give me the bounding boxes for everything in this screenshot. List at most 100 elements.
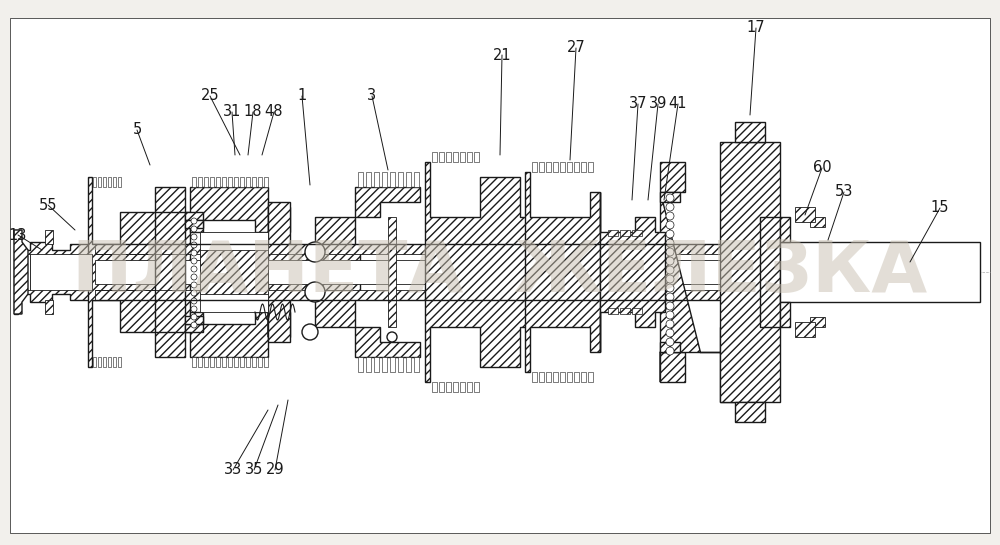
Circle shape: [666, 284, 674, 292]
Text: 39: 39: [649, 96, 667, 112]
Circle shape: [666, 275, 674, 283]
Bar: [240, 357, 244, 367]
Bar: [246, 177, 250, 187]
Polygon shape: [14, 230, 95, 314]
Bar: [388, 217, 396, 327]
Bar: [382, 357, 387, 372]
Bar: [660, 192, 680, 202]
Bar: [560, 162, 565, 172]
Circle shape: [666, 320, 674, 328]
Circle shape: [191, 282, 197, 288]
Text: 1: 1: [297, 88, 307, 104]
Bar: [98, 357, 101, 367]
Circle shape: [666, 221, 674, 229]
Bar: [185, 324, 203, 332]
Bar: [546, 372, 551, 382]
Circle shape: [191, 250, 197, 256]
Bar: [720, 142, 780, 402]
Bar: [735, 122, 765, 142]
Bar: [620, 230, 630, 236]
Bar: [366, 357, 371, 372]
Circle shape: [191, 226, 197, 232]
Polygon shape: [268, 312, 290, 337]
Bar: [358, 357, 363, 372]
Bar: [780, 242, 980, 302]
Circle shape: [305, 282, 325, 302]
Bar: [95, 260, 720, 284]
Bar: [185, 220, 203, 228]
Bar: [432, 152, 437, 162]
Bar: [567, 162, 572, 172]
Bar: [553, 162, 558, 172]
Bar: [204, 357, 208, 367]
Bar: [264, 357, 268, 367]
Bar: [795, 322, 815, 337]
Bar: [446, 382, 451, 392]
Polygon shape: [268, 202, 360, 342]
Circle shape: [191, 274, 197, 280]
Bar: [414, 357, 419, 372]
Text: 35: 35: [245, 463, 263, 477]
Bar: [222, 357, 226, 367]
Polygon shape: [780, 217, 790, 242]
Bar: [155, 212, 185, 332]
Polygon shape: [660, 162, 685, 192]
Polygon shape: [810, 217, 825, 227]
Bar: [93, 177, 96, 187]
Text: 48: 48: [265, 105, 283, 119]
Bar: [30, 254, 92, 290]
Polygon shape: [268, 207, 290, 232]
Bar: [467, 152, 472, 162]
Bar: [574, 372, 579, 382]
Bar: [735, 402, 765, 422]
Polygon shape: [660, 352, 685, 382]
Bar: [192, 177, 196, 187]
Text: ПЛАНЕТА  ЖЕЛЕЗКА: ПЛАНЕТА ЖЕЛЕЗКА: [72, 238, 928, 307]
Bar: [228, 177, 232, 187]
Bar: [198, 357, 202, 367]
Bar: [95, 244, 720, 254]
Circle shape: [666, 248, 674, 256]
Text: 18: 18: [244, 105, 262, 119]
Circle shape: [666, 302, 674, 310]
Bar: [588, 162, 593, 172]
Circle shape: [191, 290, 197, 296]
Bar: [581, 372, 586, 382]
Bar: [382, 172, 387, 187]
Text: 17: 17: [747, 21, 765, 35]
Polygon shape: [268, 312, 290, 337]
Polygon shape: [425, 162, 530, 382]
Bar: [204, 177, 208, 187]
Bar: [45, 300, 53, 314]
Circle shape: [305, 242, 325, 262]
Bar: [358, 172, 363, 187]
Polygon shape: [355, 187, 420, 217]
Circle shape: [666, 329, 674, 337]
Circle shape: [666, 230, 674, 238]
Circle shape: [666, 293, 674, 301]
Bar: [14, 254, 30, 290]
Bar: [398, 357, 403, 372]
Bar: [93, 357, 96, 367]
Bar: [258, 357, 262, 367]
Bar: [113, 177, 116, 187]
Polygon shape: [355, 327, 420, 357]
Circle shape: [387, 332, 397, 342]
Bar: [539, 162, 544, 172]
Circle shape: [191, 314, 197, 320]
Text: 27: 27: [567, 40, 585, 56]
Circle shape: [191, 234, 197, 240]
Bar: [108, 177, 111, 187]
Circle shape: [666, 257, 674, 265]
Bar: [390, 172, 395, 187]
Bar: [460, 152, 465, 162]
Polygon shape: [780, 302, 790, 327]
Bar: [581, 162, 586, 172]
Bar: [366, 172, 371, 187]
Circle shape: [191, 298, 197, 304]
Bar: [608, 230, 618, 236]
Polygon shape: [190, 187, 268, 232]
Bar: [216, 357, 220, 367]
Bar: [414, 172, 419, 187]
Bar: [192, 357, 196, 367]
